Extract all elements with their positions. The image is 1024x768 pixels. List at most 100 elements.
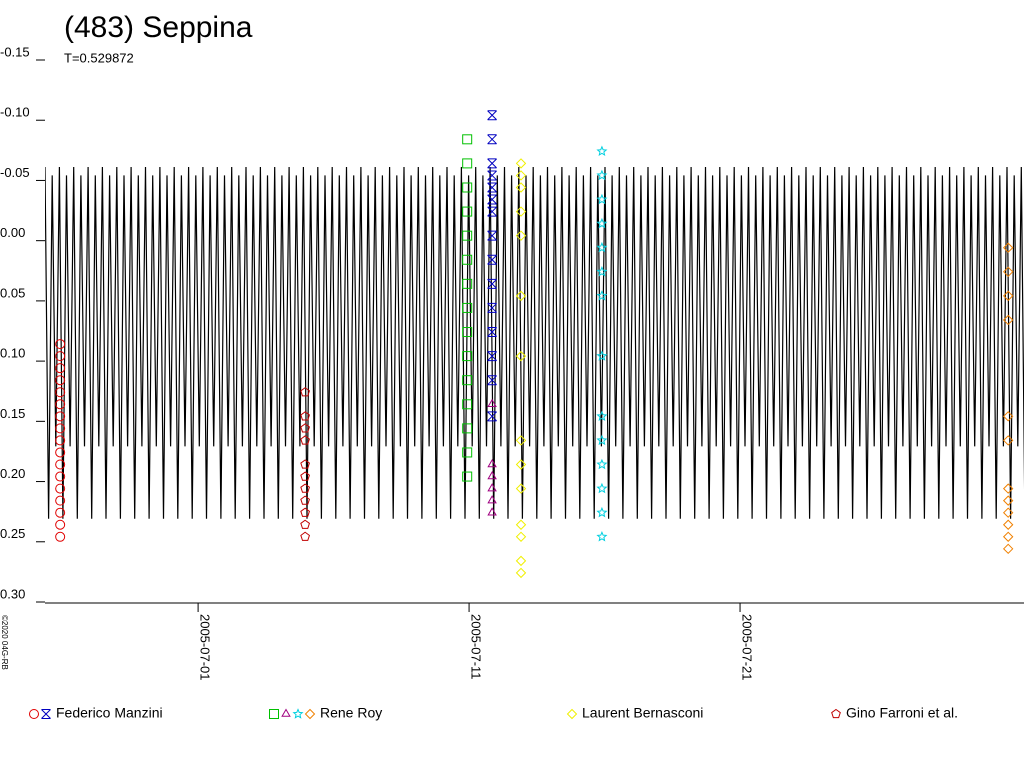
point <box>515 435 527 446</box>
point <box>462 278 473 289</box>
y-tick-label: -0.05 <box>0 165 30 180</box>
point <box>596 193 608 205</box>
point <box>596 434 608 446</box>
point <box>300 459 311 469</box>
point <box>55 363 66 374</box>
point <box>515 170 527 181</box>
legend-marker <box>566 708 578 720</box>
point <box>1002 543 1014 555</box>
point <box>515 483 527 494</box>
point <box>515 206 527 217</box>
point <box>300 495 311 505</box>
point <box>596 410 608 422</box>
point <box>55 519 66 530</box>
point <box>515 230 527 241</box>
point <box>487 158 497 169</box>
point <box>1002 411 1014 422</box>
y-tick-label: 0.15 <box>0 406 25 421</box>
point <box>462 302 473 313</box>
point <box>462 158 473 169</box>
legend-marker <box>831 708 841 719</box>
y-tick-label: 0.25 <box>0 526 25 541</box>
point <box>1002 519 1014 530</box>
y-tick-label: -0.15 <box>0 44 30 59</box>
point <box>487 375 497 386</box>
point <box>300 519 311 529</box>
point <box>300 471 311 481</box>
point <box>55 531 66 542</box>
point <box>596 350 608 361</box>
point <box>55 399 66 410</box>
y-tick-label: 0.20 <box>0 466 25 481</box>
x-tick-label: 2005-07-21 <box>740 614 755 681</box>
point <box>55 507 66 518</box>
point <box>596 241 608 253</box>
point <box>462 134 473 145</box>
point <box>55 495 66 506</box>
point <box>1002 242 1014 253</box>
legend-marker <box>304 708 316 720</box>
point <box>596 458 608 470</box>
point <box>55 351 66 362</box>
y-tick-label: 0.10 <box>0 346 25 361</box>
point <box>1002 531 1014 542</box>
point <box>1002 507 1014 518</box>
point <box>487 471 497 480</box>
chart-title: (483) Seppina <box>64 11 253 44</box>
y-tick-label: -0.10 <box>0 105 30 120</box>
point <box>596 169 608 181</box>
point <box>596 290 608 301</box>
point <box>55 423 66 434</box>
legend-marker <box>292 708 304 719</box>
point <box>55 411 66 422</box>
point <box>300 483 311 493</box>
point <box>487 206 497 217</box>
legend-marker <box>269 709 279 719</box>
legend-marker <box>281 708 291 717</box>
point <box>1002 495 1014 506</box>
point <box>515 459 527 470</box>
point <box>487 182 497 193</box>
point <box>487 459 497 468</box>
legend-label: Laurent Bernasconi <box>582 705 703 721</box>
point <box>300 435 311 445</box>
point <box>462 327 473 338</box>
point <box>55 471 66 482</box>
point <box>515 567 527 579</box>
point <box>462 254 473 265</box>
point <box>515 182 527 193</box>
point <box>462 351 473 362</box>
point <box>462 399 473 410</box>
point <box>515 555 527 567</box>
point <box>462 447 473 458</box>
point <box>55 387 66 398</box>
point <box>596 530 608 542</box>
point <box>1002 290 1014 302</box>
point <box>462 375 473 386</box>
point <box>487 302 497 313</box>
legend-label: Federico Manzini <box>56 705 163 721</box>
point <box>596 506 608 518</box>
point <box>300 507 311 517</box>
x-tick-label: 2005-07-11 <box>469 614 484 680</box>
point <box>487 351 497 362</box>
point <box>487 194 497 205</box>
point <box>487 495 497 504</box>
y-tick-label: 0.00 <box>0 225 25 240</box>
point <box>462 423 473 434</box>
point <box>487 398 497 408</box>
point <box>300 531 311 541</box>
point <box>300 387 311 397</box>
point <box>487 110 497 121</box>
legend-marker <box>29 709 39 719</box>
point <box>596 145 608 157</box>
y-tick-label: 0.30 <box>0 586 25 601</box>
legend-label: Gino Farroni et al. <box>846 705 958 721</box>
point <box>462 206 473 217</box>
copyright: ©2020 04G-RB <box>0 615 9 670</box>
chart-subtitle: T=0.529872 <box>64 50 134 65</box>
point <box>487 483 497 492</box>
point <box>55 375 66 386</box>
point <box>462 471 473 482</box>
